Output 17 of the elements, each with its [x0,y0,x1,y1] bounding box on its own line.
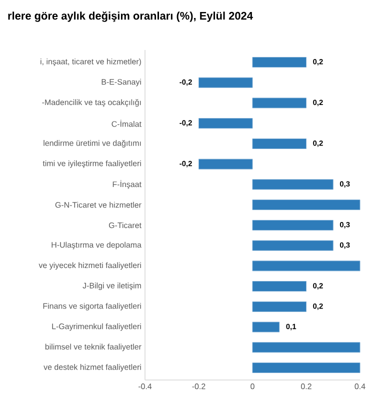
bar [252,220,334,230]
bar [252,98,306,108]
bar [198,158,253,170]
bar [252,342,360,353]
bar [198,118,253,129]
bar [252,179,334,190]
bar [252,362,360,374]
bar [252,301,306,312]
bar [252,240,334,251]
bar [252,281,306,292]
bar [252,260,360,272]
chart-title: rlere göre aylık değişim oranları (%), Eylül 2024 [8,12,253,22]
bar [252,56,306,68]
bar [252,322,280,332]
bar [252,200,360,210]
bar [198,77,253,88]
bar [252,138,306,149]
